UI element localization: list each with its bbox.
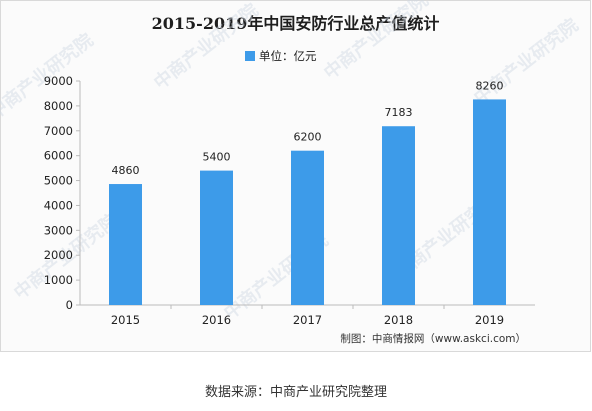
watermark-text: 中商产业研究院 — [470, 14, 583, 109]
chart-title: 2015-2019年中国安防行业总产值统计 — [151, 14, 440, 33]
watermark-text: 中商产业研究院 — [150, 0, 263, 94]
y-tick-label: 6000 — [44, 149, 73, 163]
y-tick-label: 2000 — [44, 248, 73, 262]
bar — [473, 99, 506, 305]
x-tick-label: 2019 — [475, 313, 504, 327]
data-label: 4860 — [112, 164, 140, 177]
x-tick-label: 2018 — [384, 313, 413, 327]
data-label: 8260 — [476, 79, 504, 92]
y-tick-label: 4000 — [44, 198, 73, 212]
legend: 单位：亿元 — [245, 48, 317, 64]
y-tick-label: 9000 — [44, 74, 73, 88]
data-label: 7183 — [385, 106, 413, 119]
bar — [200, 170, 233, 305]
data-source-footer: 数据来源：中商产业研究院整理 — [204, 385, 387, 400]
y-tick-label: 8000 — [44, 99, 73, 113]
watermark-text: 中商产业研究院 — [320, 0, 433, 84]
y-tick-label: 1000 — [44, 273, 73, 287]
y-tick-label: 7000 — [44, 124, 73, 138]
bar — [382, 126, 415, 305]
bar — [291, 150, 324, 305]
chart-credit: 制图：中商情报网（www.askci.com） — [340, 333, 526, 345]
data-label: 6200 — [294, 131, 322, 144]
y-tick-label: 5000 — [44, 174, 73, 188]
y-tick-label: 0 — [66, 298, 73, 312]
x-tick-label: 2016 — [202, 313, 231, 327]
bar — [109, 184, 142, 305]
legend-label: 单位：亿元 — [259, 49, 317, 63]
x-tick-label: 2017 — [293, 313, 322, 327]
x-tick-label: 2015 — [111, 313, 140, 327]
data-label: 5400 — [203, 151, 231, 164]
y-tick-label: 3000 — [44, 223, 73, 237]
legend-swatch — [245, 51, 255, 61]
